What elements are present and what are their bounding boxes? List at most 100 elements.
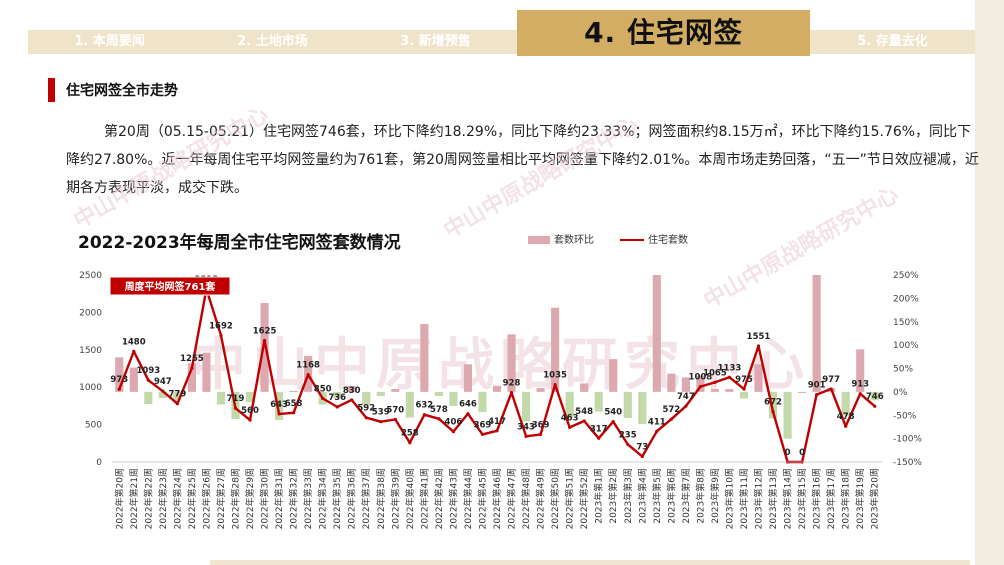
x-tick-label: 2022年第34周: [317, 468, 329, 529]
average-annotation-box: [109, 276, 231, 296]
y-left-tick: 500: [85, 421, 102, 431]
x-tick-label: 2023年第9周: [709, 468, 721, 524]
x-tick-label: 2022年第21周: [128, 468, 140, 529]
bar-mark: [623, 391, 632, 419]
x-tick-label: 2022年第31周: [273, 468, 285, 529]
data-label: 0: [799, 448, 805, 458]
data-label: 1625: [253, 326, 277, 336]
data-label: 548: [575, 407, 593, 417]
data-label: 1551: [747, 332, 771, 342]
x-tick-label: 2022年第46周: [491, 468, 503, 529]
x-tick-label: 2022年第28周: [230, 468, 242, 529]
bar-mark: [725, 389, 734, 392]
line-point: [364, 416, 368, 420]
y-right-tick: 50%: [893, 365, 913, 375]
line-point: [219, 333, 223, 338]
x-tick-label: 2022年第26周: [200, 468, 212, 529]
bar-mark: [347, 385, 356, 392]
line-point: [379, 420, 383, 424]
bar-mark: [434, 391, 443, 397]
line-point: [684, 404, 688, 408]
data-label: 1008: [689, 373, 713, 383]
x-tick-label: 2023年第10周: [724, 468, 736, 529]
data-label: 578: [430, 405, 448, 415]
data-label: 736: [328, 393, 346, 403]
x-tick-label: 2022年第35周: [331, 468, 343, 529]
bar-mark: [580, 383, 589, 392]
data-label: 411: [648, 417, 666, 427]
data-label: 643: [270, 400, 288, 410]
tab-land-market[interactable]: 2. 土地市场: [237, 34, 308, 49]
data-label: 1035: [543, 371, 567, 381]
data-label: 975: [735, 375, 753, 385]
tab-residential-contracts[interactable]: 4. 住宅网签: [517, 10, 810, 56]
tab-bar: [28, 30, 975, 54]
x-tick-label: 2022年第48周: [520, 468, 532, 529]
x-tick-label: 2023年第7周: [680, 468, 692, 524]
line-point: [640, 454, 644, 459]
data-label: 779: [169, 390, 187, 400]
data-label: 478: [837, 412, 855, 422]
data-label: 1133: [718, 363, 742, 373]
y-right-tick: 0%: [893, 388, 908, 398]
bar-mark: [812, 275, 821, 392]
bar-mark: [768, 391, 778, 419]
bar-mark: [710, 389, 719, 392]
x-tick-label: 2022年第30周: [259, 468, 271, 529]
bar-mark: [565, 391, 574, 418]
bar-mark: [609, 359, 618, 392]
bar-mark: [129, 367, 138, 392]
bar-mark: [856, 349, 865, 392]
x-tick-label: 2023年第20周: [869, 468, 881, 529]
x-tick-label: 2023年第4周: [636, 468, 648, 524]
y-right-tick: -50%: [893, 411, 917, 421]
line-point: [277, 412, 281, 416]
x-tick-label: 2022年第52周: [578, 468, 590, 529]
bar-mark: [696, 375, 705, 392]
bar-mark: [158, 391, 167, 398]
line-point: [262, 338, 267, 343]
data-label: 369: [474, 420, 492, 430]
data-label: 317: [590, 424, 608, 434]
data-label: 901: [808, 381, 826, 391]
bar-mark: [216, 391, 226, 405]
data-label: 977: [822, 375, 840, 385]
x-tick-label: 2023年第5周: [651, 468, 663, 524]
x-tick-label: 2023年第6周: [665, 468, 677, 524]
data-label: 1093: [136, 366, 160, 376]
bar-mark: [333, 391, 342, 398]
y-right-tick: -100%: [893, 435, 922, 445]
x-tick-label: 2023年第15周: [796, 468, 808, 529]
tab-new-presale[interactable]: 3. 新增预售: [400, 34, 471, 49]
data-label: 719: [227, 394, 245, 404]
data-label: 570: [386, 405, 404, 415]
data-label: 746: [866, 392, 884, 402]
tab-inventory[interactable]: 5. 存量去化: [857, 34, 928, 49]
legend-line-swatch: [620, 239, 644, 241]
x-tick-label: 2023年第8周: [694, 468, 706, 524]
line-point: [844, 424, 848, 428]
data-label: 343: [517, 422, 535, 432]
line-point: [815, 393, 819, 397]
y-right-tick: 250%: [893, 271, 919, 281]
line-point: [480, 432, 485, 436]
data-label: 1065: [703, 368, 727, 378]
line-point: [393, 417, 397, 421]
bar-mark: [783, 391, 792, 439]
line-point: [321, 396, 325, 401]
line-point: [233, 406, 238, 410]
line-point: [132, 349, 136, 353]
line-point: [655, 429, 659, 433]
tab-news[interactable]: 1. 本周要闻: [74, 34, 145, 49]
data-label: 830: [343, 386, 361, 396]
bar-mark: [521, 391, 531, 422]
line-point: [568, 425, 572, 429]
bar-mark: [260, 303, 269, 392]
x-tick-label: 2022年第29周: [244, 468, 256, 529]
line-point: [161, 389, 165, 393]
data-label: 539: [372, 408, 390, 418]
line-point: [422, 413, 426, 417]
bar-mark: [245, 391, 255, 403]
bar-mark: [362, 391, 371, 406]
